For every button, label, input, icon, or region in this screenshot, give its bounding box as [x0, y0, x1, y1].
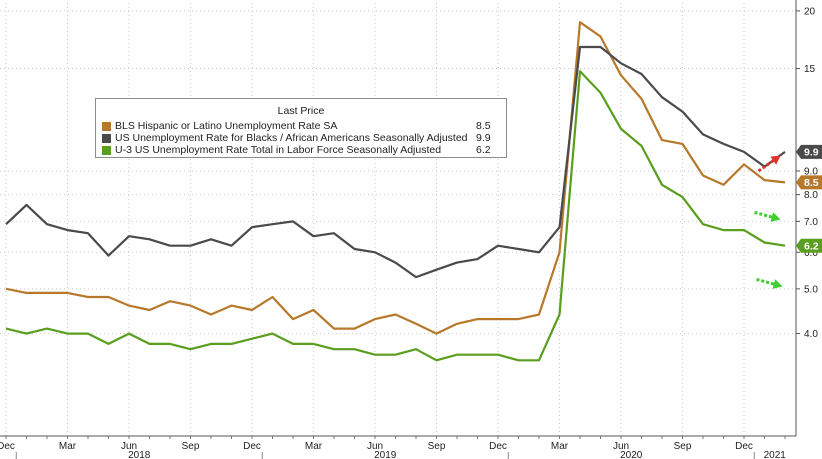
legend-item-hispanic: BLS Hispanic or Latino Unemployment Rate…: [102, 119, 500, 133]
year-label-2021: 2021: [764, 450, 787, 459]
legend: Last Price BLS Hispanic or Latino Unempl…: [95, 98, 507, 158]
x-tick-label-24: Dec: [489, 441, 507, 452]
year-label-2018: 2018: [128, 450, 151, 459]
series-line-0: [5, 21, 786, 335]
annotation-arrow-head-2: [772, 279, 783, 289]
value-badge-2: 6.2: [796, 238, 822, 253]
value-badge-1: 9.9: [796, 144, 822, 159]
annotation-arrow-0: [757, 155, 781, 173]
annotation-arrow-shaft-0: [757, 159, 775, 173]
annotation-layer: [754, 155, 783, 289]
legend-title: Last Price: [277, 105, 325, 117]
value-badge-bg-1: [796, 144, 822, 159]
y-tick-label-15: 15: [804, 64, 816, 75]
legend-swatch-hispanic: [102, 121, 111, 131]
x-tick-label-21: Sep: [428, 441, 446, 452]
x-tick-label-30: Jun: [613, 441, 629, 452]
y-tick-label-6.0: 6.0: [804, 248, 818, 259]
annotation-arrow-2: [756, 277, 783, 289]
y-tick-label-20: 20: [804, 6, 816, 17]
legend-value-hispanic: 8.5: [476, 120, 491, 132]
legend-label-black: US Unemployment Rate for Blacks / Africa…: [115, 132, 468, 144]
series-layer: [5, 21, 786, 362]
annotation-arrow-1: [754, 210, 781, 222]
value-badge-text-0: 8.5: [804, 177, 819, 189]
annotation-arrow-shaft-2: [756, 277, 775, 286]
x-tick-label-36: Dec: [735, 441, 753, 452]
value-badge-bg-0: [796, 175, 822, 190]
legend-item-u3: U-3 US Unemployment Rate Total in Labor …: [102, 143, 500, 157]
badge-layer: 8.5 9.9 6.2: [796, 144, 822, 253]
x-tick-label-3: Mar: [59, 441, 77, 452]
x-tick-label-9: Sep: [182, 441, 200, 452]
series-line-2: [5, 70, 786, 362]
value-badge-text-2: 6.2: [804, 240, 819, 252]
annotation-arrow-head-1: [770, 212, 781, 222]
y-tick-label-9.0: 9.0: [804, 166, 818, 177]
x-tick-label-33: Sep: [674, 441, 692, 452]
value-badge-text-1: 9.9: [804, 147, 819, 159]
x-tick-label-6: Jun: [121, 441, 137, 452]
series-line-1: [5, 45, 786, 279]
x-tick-label-27: Mar: [551, 441, 569, 452]
value-badge-bg-2: [796, 238, 822, 253]
legend-value-u3: 6.2: [476, 144, 491, 156]
x-tick-label-12: Dec: [243, 441, 261, 452]
annotation-arrow-head-0: [770, 155, 781, 165]
y-tick-label-4.0: 4.0: [804, 329, 818, 340]
x-tick-label-0: Dec: [0, 441, 15, 452]
legend-item-black: US Unemployment Rate for Blacks / Africa…: [102, 131, 500, 145]
y-tick-label-5.0: 5.0: [804, 284, 818, 295]
x-tick-label-18: Jun: [367, 441, 383, 452]
legend-label-hispanic: BLS Hispanic or Latino Unemployment Rate…: [115, 120, 338, 132]
annotation-arrow-shaft-1: [754, 210, 773, 219]
value-badge-0: 8.5: [796, 175, 822, 190]
y-tick-label-8.0: 8.0: [804, 190, 818, 201]
y-tick-label-7.0: 7.0: [804, 217, 818, 228]
year-label-2019: 2019: [374, 450, 397, 459]
x-tick-label-15: Mar: [305, 441, 323, 452]
legend-swatch-black: [102, 133, 111, 143]
legend-value-black: 9.9: [476, 132, 491, 144]
legend-label-u3: U-3 US Unemployment Rate Total in Labor …: [115, 144, 442, 156]
legend-swatch-u3: [102, 145, 111, 155]
year-label-2020: 2020: [620, 450, 643, 459]
grid-lines: [0, 3, 796, 436]
